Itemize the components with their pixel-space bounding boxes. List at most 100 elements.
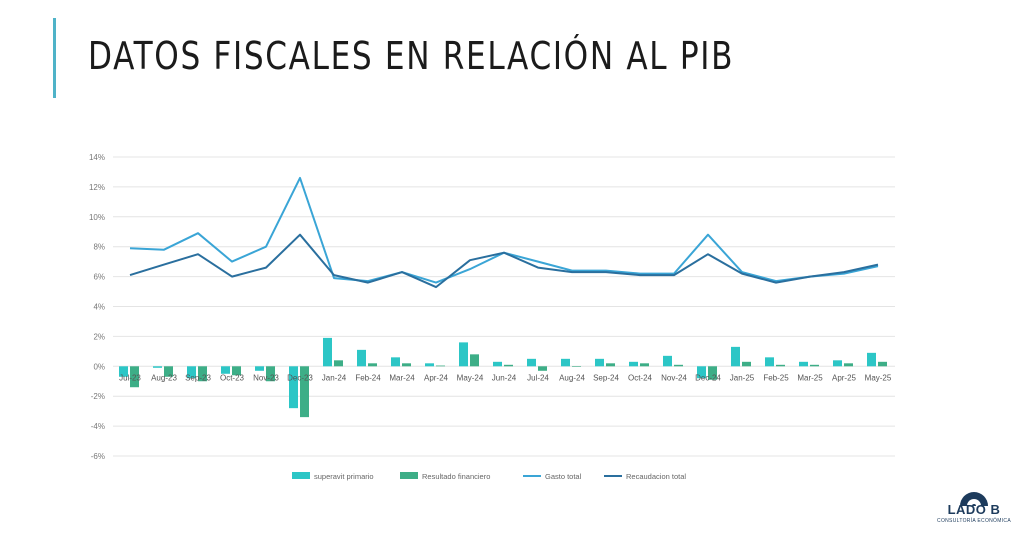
bar-superavit-primario <box>493 361 502 367</box>
bar-superavit-primario <box>289 366 298 409</box>
x-tick-label: Jul-24 <box>527 373 549 382</box>
x-tick-label: Aug-23 <box>151 373 177 382</box>
bar-resultado-financiero <box>640 363 649 367</box>
x-tick-label: Apr-25 <box>832 373 857 382</box>
y-tick-label: 8% <box>93 243 105 252</box>
bar-superavit-primario <box>799 361 808 367</box>
legend-label: Gasto total <box>545 472 582 481</box>
bar-resultado-financiero <box>810 364 819 367</box>
bar-resultado-financiero <box>164 366 173 377</box>
bar-superavit-primario <box>153 366 162 368</box>
bar-resultado-financiero <box>538 366 547 371</box>
x-tick-label: Oct-24 <box>628 373 653 382</box>
bar-superavit-primario <box>187 366 196 379</box>
bar-superavit-primario <box>221 366 230 374</box>
title-accent-bar <box>53 18 56 98</box>
x-tick-label: Nov-23 <box>253 373 279 382</box>
logo-name: LADO B <box>947 502 1001 517</box>
legend-item: Resultado financiero <box>400 472 490 481</box>
y-tick-label: 14% <box>89 153 105 162</box>
x-tick-label: Feb-25 <box>763 373 789 382</box>
line-recaudacion-total <box>129 233 879 289</box>
x-tick-label: Apr-24 <box>424 373 449 382</box>
bar-superavit-primario <box>765 357 774 367</box>
bar-resultado-financiero <box>708 366 717 380</box>
legend-item: Gasto total <box>523 472 582 481</box>
x-tick-label: Dec-23 <box>287 373 313 382</box>
bar-superavit-primario <box>119 366 128 377</box>
x-tick-label: Sep-23 <box>185 373 211 382</box>
bar-resultado-financiero <box>232 366 241 376</box>
bar-resultado-financiero <box>844 363 853 367</box>
bar-superavit-primario <box>731 346 740 367</box>
y-tick-label: 10% <box>89 213 105 222</box>
y-tick-label: 0% <box>93 362 105 371</box>
x-tick-label: Feb-24 <box>355 373 381 382</box>
lado-b-logo: LADO B CONSULTORÍA ECONÓMICA <box>934 476 1014 530</box>
line-gasto-total <box>129 176 879 284</box>
chart-grid <box>113 156 895 457</box>
y-tick-label: -4% <box>91 422 105 431</box>
y-tick-label: 12% <box>89 183 105 192</box>
x-tick-label: Mar-25 <box>797 373 823 382</box>
x-tick-label: Nov-24 <box>661 373 687 382</box>
bar-superavit-primario <box>459 342 468 367</box>
x-tick-label: Aug-24 <box>559 373 585 382</box>
bar-superavit-primario <box>867 352 876 367</box>
bar-resultado-financiero <box>674 364 683 367</box>
bar-resultado-financiero <box>606 363 615 367</box>
bar-superavit-primario <box>833 360 842 367</box>
y-tick-label: 2% <box>93 332 105 341</box>
bar-superavit-primario <box>527 358 536 367</box>
bar-resultado-financiero <box>130 366 139 388</box>
bar-resultado-financiero <box>572 366 581 367</box>
bar-superavit-primario <box>595 358 604 367</box>
x-tick-label: Oct-23 <box>220 373 245 382</box>
bar-resultado-financiero <box>742 361 751 367</box>
y-axis: -6% -4% -2% 0% 2% 4% 6% 8% 10% 12% 14% <box>89 153 105 461</box>
slide-title: DATOS FISCALES EN RELACIÓN AL PIB <box>88 34 735 78</box>
chart-legend: superavit primario Resultado financiero Ga… <box>292 472 686 481</box>
bar-resultado-financiero <box>402 363 411 367</box>
logo-tagline: CONSULTORÍA ECONÓMICA <box>937 518 1011 524</box>
x-tick-label: Sep-24 <box>593 373 619 382</box>
bar-superavit-primario <box>255 366 264 371</box>
x-axis: Jul-23 Aug-23 Sep-23 Oct-23 Nov-23 Dec-23 Jan-… <box>119 373 892 382</box>
bar-resultado-financiero <box>878 361 887 367</box>
legend-label: Recaudacion total <box>626 472 686 481</box>
x-tick-label: Mar-24 <box>389 373 415 382</box>
line-series <box>129 176 879 289</box>
x-tick-label: Jun-24 <box>492 373 517 382</box>
x-tick-label: May-24 <box>457 373 484 382</box>
bar-resultado-financiero <box>470 354 479 367</box>
bar-resultado-financiero <box>300 366 309 418</box>
x-tick-label: Dec-24 <box>695 373 721 382</box>
bar-resultado-financiero <box>334 360 343 367</box>
bar-resultado-financiero <box>776 364 785 367</box>
bar-superavit-primario <box>323 337 332 367</box>
x-tick-label: Jan-25 <box>730 373 755 382</box>
bar-series <box>119 337 887 418</box>
bar-superavit-primario <box>357 349 366 367</box>
y-tick-label: -6% <box>91 452 105 461</box>
bar-resultado-financiero <box>198 366 207 382</box>
x-tick-label: May-25 <box>865 373 892 382</box>
legend-swatch <box>400 472 418 479</box>
bar-superavit-primario <box>561 358 570 367</box>
bar-superavit-primario <box>629 361 638 367</box>
bar-resultado-financiero <box>368 363 377 367</box>
x-tick-label: Jan-24 <box>322 373 347 382</box>
legend-item: Recaudacion total <box>604 472 686 481</box>
legend-swatch <box>292 472 310 479</box>
bar-superavit-primario <box>697 366 706 379</box>
legend-label: Resultado financiero <box>422 472 490 481</box>
bar-superavit-primario <box>391 357 400 367</box>
x-tick-label: Jul-23 <box>119 373 141 382</box>
logo-disc-icon <box>960 492 988 506</box>
legend-item: superavit primario <box>292 472 374 481</box>
legend-label: superavit primario <box>314 472 374 481</box>
y-tick-label: -2% <box>91 392 105 401</box>
bar-resultado-financiero <box>504 364 513 367</box>
bar-resultado-financiero <box>436 365 445 367</box>
